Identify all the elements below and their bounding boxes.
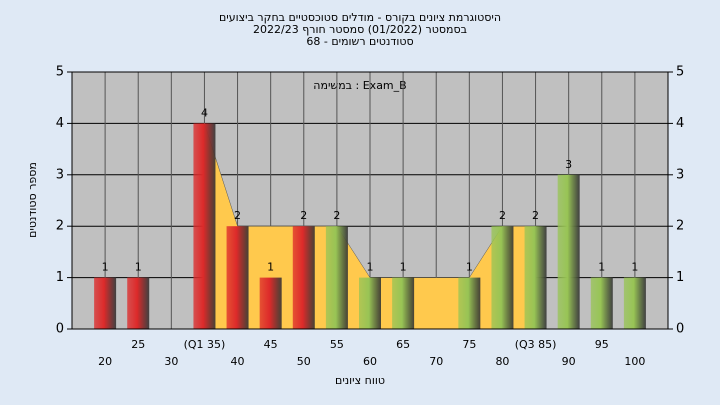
x-tick-label: 50 [297, 355, 311, 368]
value-label: 2 [532, 209, 539, 222]
x-tick-label: 95 [595, 338, 609, 351]
x-tick-label: 40 [231, 355, 245, 368]
value-label: 1 [267, 261, 274, 274]
y-tick-label: 2 [56, 219, 64, 234]
y2-tick-label: 1 [676, 270, 684, 285]
x-axis-title: טווח ציונים [335, 374, 385, 387]
x-tick-label: 100 [624, 355, 645, 368]
bar [292, 226, 315, 329]
bar [557, 174, 580, 329]
bar [226, 226, 249, 329]
bar [524, 226, 547, 329]
chart-title: היסטוגרמת ציונים בקורס - מודלים סטוכסטיי… [219, 11, 501, 24]
value-label: 2 [300, 209, 307, 222]
bar [359, 277, 381, 329]
y2-tick-label: 5 [676, 65, 684, 80]
bar [392, 277, 415, 329]
chart-subtitle: סטודנטים רשומים - 68 [306, 35, 413, 48]
x-tick-label: (Q3 85) [515, 338, 557, 351]
bar [325, 226, 348, 329]
x-tick-label: 30 [164, 355, 178, 368]
value-label: 4 [201, 106, 208, 119]
y-axis-title: מספר סטודנטים [26, 162, 39, 238]
bar [458, 277, 481, 329]
value-label: 1 [135, 261, 142, 274]
y2-tick-label: 4 [676, 116, 684, 131]
x-tick-label: 90 [562, 355, 576, 368]
x-tick-label: 60 [363, 355, 377, 368]
value-label: 2 [499, 209, 506, 222]
x-tick-label: (Q1 35) [184, 338, 226, 351]
x-tick-label: 65 [396, 338, 410, 351]
x-tick-label: 70 [429, 355, 443, 368]
x-tick-label: 80 [495, 355, 509, 368]
value-label: 2 [333, 209, 340, 222]
y-tick-label: 0 [56, 322, 64, 337]
y-tick-label: 3 [56, 167, 64, 182]
x-tick-label: 25 [131, 338, 145, 351]
y2-tick-label: 0 [676, 322, 684, 337]
y-tick-label: 5 [56, 65, 64, 80]
plot-border [71, 71, 669, 330]
x-tick-label: 45 [264, 338, 278, 351]
x-tick-label: 75 [462, 338, 476, 351]
y2-tick-label: 2 [676, 219, 684, 234]
value-label: 1 [631, 261, 638, 274]
value-label: 1 [400, 261, 407, 274]
value-label: 1 [598, 261, 605, 274]
bar [127, 277, 150, 329]
value-label: 1 [466, 261, 473, 274]
bar [491, 226, 514, 329]
bar [94, 277, 117, 329]
value-label: 3 [565, 158, 572, 171]
y2-tick-label: 3 [676, 167, 684, 182]
x-tick-label: 55 [330, 338, 344, 351]
bar [623, 277, 646, 329]
y-tick-label: 1 [56, 270, 64, 285]
bar [259, 277, 282, 329]
bar [193, 123, 216, 330]
annotation: במשימה : Exam_B [313, 79, 406, 92]
y-tick-label: 4 [56, 116, 64, 131]
chart-subtitle: בסמסטר (01/2022) סמסטר חורף 2022/23 [253, 23, 467, 36]
value-label: 1 [367, 261, 374, 274]
value-label: 2 [234, 209, 241, 222]
value-label: 1 [102, 261, 109, 274]
x-tick-label: 20 [98, 355, 112, 368]
bar [590, 277, 613, 329]
